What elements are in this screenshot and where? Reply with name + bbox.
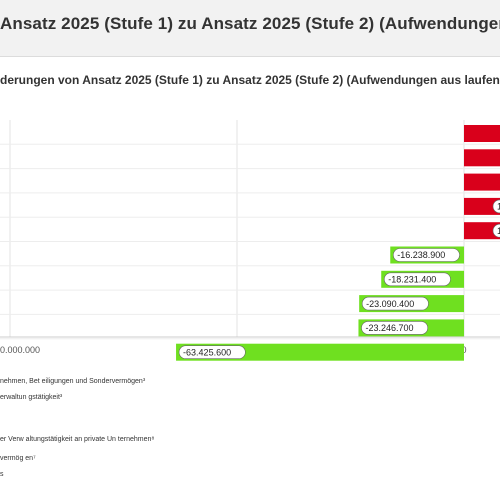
legend-item: er Verw altungstätigkeit an private Un t… (0, 436, 155, 443)
data-label-bg (178, 345, 246, 360)
bar (464, 197, 500, 215)
data-label-bg (383, 272, 451, 287)
x-tick-label: 0.000.000 (0, 345, 40, 355)
data-label: -18.231.400 (388, 275, 436, 285)
data-label: -16.238.900 (397, 250, 445, 260)
legend-item: nehmen, Bet eiligungen und Sondervermöge… (0, 378, 146, 385)
legend: nehmen, Bet eiligungen und Sondervermöge… (0, 374, 500, 500)
legend-item: s (0, 471, 4, 478)
bar (464, 149, 500, 167)
bar (464, 222, 500, 240)
bar (464, 125, 500, 142)
data-label: 1 (497, 226, 500, 236)
data-label: -63.425.600 (183, 347, 231, 357)
data-label: -23.246.700 (365, 323, 413, 333)
bar (464, 173, 500, 191)
page-title: Ansatz 2025 (Stufe 1) zu Ansatz 2025 (St… (0, 14, 500, 33)
legend-item: vermög en⁷ (0, 455, 36, 462)
bar (176, 343, 464, 361)
data-label: -23.090.400 (366, 299, 414, 309)
data-label-bg (361, 296, 429, 311)
legend-item: erwaltun gstätigkeit³ (0, 394, 63, 401)
chart-title: derungen von Ansatz 2025 (Stufe 1) zu An… (0, 73, 500, 87)
data-label-bg (392, 248, 460, 262)
data-label: 1 (497, 202, 500, 212)
page-header: Ansatz 2025 (Stufe 1) zu Ansatz 2025 (St… (0, 0, 500, 57)
data-label-bg (361, 321, 429, 335)
